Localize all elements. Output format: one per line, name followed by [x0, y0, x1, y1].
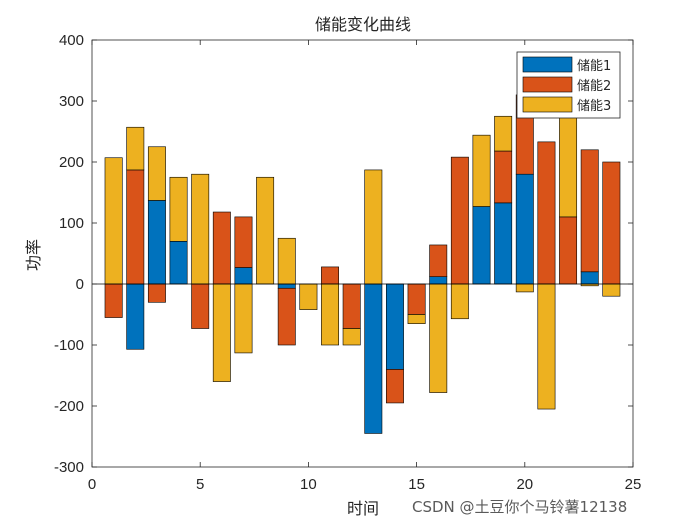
x-tick-label: 5 — [196, 476, 204, 493]
bar-s2-x16 — [429, 244, 448, 277]
bar-s1-x7 — [234, 267, 253, 285]
bar-s3-x21 — [537, 283, 556, 410]
bar-s3-x2 — [126, 126, 145, 171]
bar-s2-x19 — [494, 150, 513, 204]
axes-layer — [91, 39, 634, 468]
bar-s3-x4 — [169, 176, 188, 242]
bar-s2-x23 — [580, 149, 599, 273]
legend-swatch-2 — [522, 76, 573, 93]
bar-s3-x12 — [342, 328, 361, 346]
x-tick-label: 0 — [88, 476, 96, 493]
y-tick-label: -100 — [54, 337, 84, 354]
y-tick-label: 0 — [76, 276, 84, 293]
x-tick-label: 10 — [300, 476, 317, 493]
legend-label-1: 储能1 — [577, 59, 611, 74]
bar-s3-x18 — [472, 134, 491, 207]
bar-s2-x5 — [191, 283, 210, 329]
y-tick-label: 400 — [59, 32, 84, 49]
bar-s3-x11 — [321, 283, 339, 346]
bar-s2-x15 — [407, 283, 426, 315]
bar-s1-x3 — [147, 200, 166, 285]
bar-s2-x3 — [147, 283, 166, 303]
bar-s2-x12 — [342, 283, 361, 329]
y-tick-label: -200 — [54, 398, 84, 415]
bars-layer — [104, 94, 621, 434]
watermark: CSDN @土豆你个马铃薯12138 — [412, 498, 627, 516]
bar-s1-x9 — [277, 283, 296, 289]
legend-label-2: 储能2 — [577, 79, 611, 94]
y-tick-label: 200 — [59, 154, 84, 171]
y-axis-label: 功率 — [24, 239, 43, 271]
bar-s2-x24 — [602, 161, 621, 285]
bar-s3-x20 — [515, 283, 534, 293]
bar-s3-x16 — [429, 283, 448, 393]
x-tick-label: 25 — [625, 476, 642, 493]
bar-s2-x9 — [277, 287, 296, 346]
bar-s2-x22 — [559, 216, 578, 285]
bar-s1-x2 — [126, 283, 145, 350]
bar-s1-x16 — [429, 276, 448, 285]
bar-s1-x23 — [580, 271, 599, 285]
bar-s2-x7 — [234, 216, 253, 268]
bar-s3-x13 — [364, 169, 383, 285]
bar-s3-x10 — [299, 283, 318, 310]
bar-s3-x5 — [191, 173, 210, 285]
bar-s1-x4 — [169, 241, 188, 285]
bar-s1-x13 — [364, 283, 383, 434]
bar-s2-x21 — [537, 141, 556, 285]
bar-s3-x6 — [212, 283, 231, 382]
bar-s3-x19 — [494, 115, 513, 152]
chart-title: 储能变化曲线 — [315, 15, 411, 34]
x-tick-label: 20 — [516, 476, 533, 493]
bar-s2-x14 — [385, 369, 404, 404]
bar-s3-x9 — [277, 237, 296, 285]
legend-swatch-3 — [522, 96, 573, 113]
axes-box — [91, 39, 634, 468]
legend-swatch-1 — [522, 56, 573, 73]
bar-s3-x17 — [450, 283, 469, 320]
legend: 储能1 储能2 储能3 — [516, 51, 621, 119]
bar-s3-x22 — [559, 108, 578, 218]
x-tick-label: 15 — [408, 476, 425, 493]
x-axis-label: 时间 — [347, 499, 379, 518]
bar-s1-x18 — [472, 206, 491, 285]
y-tick-label: 100 — [59, 215, 84, 232]
bar-s3-x7 — [234, 283, 253, 354]
bar-s1-x19 — [494, 202, 513, 285]
bar-s2-x11 — [321, 266, 339, 285]
bar-s3-x3 — [147, 146, 166, 201]
bar-s3-x8 — [256, 176, 275, 285]
bar-s3-x24 — [602, 283, 621, 297]
y-tick-label: -300 — [54, 459, 84, 476]
bar-s2-x2 — [126, 169, 145, 285]
bar-s2-x1 — [104, 283, 123, 318]
ticks-layer: 0 5 10 15 20 25 -300 -200 -100 0 100 200 300 400 — [54, 32, 641, 493]
bar-s3-x15 — [407, 314, 426, 324]
legend-label-3: 储能3 — [577, 99, 611, 114]
y-tick-label: 300 — [59, 93, 84, 110]
bar-s2-x17 — [450, 156, 469, 285]
bar-s2-x6 — [212, 211, 231, 285]
bar-s1-x20 — [515, 173, 534, 285]
bar-s1-x14 — [385, 283, 404, 370]
bar-s3-x1 — [104, 157, 123, 285]
